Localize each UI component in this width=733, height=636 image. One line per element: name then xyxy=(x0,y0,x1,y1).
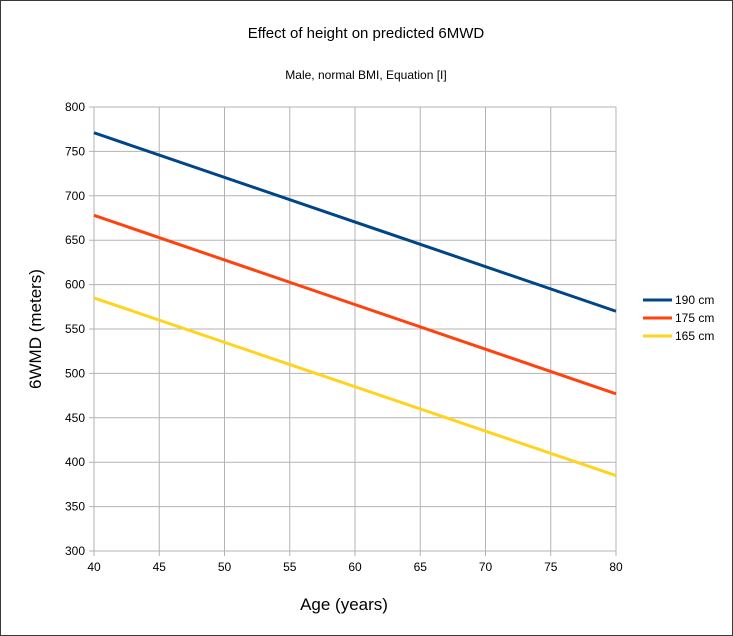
x-tick-label: 70 xyxy=(479,560,493,574)
y-axis-ticks: 300 350 400 450 500 550 600 650 700 750 800 xyxy=(65,100,85,558)
x-axis-ticks: 40 45 50 55 60 65 70 75 80 xyxy=(87,560,623,574)
x-tick-label: 65 xyxy=(414,560,428,574)
x-tick-label: 55 xyxy=(283,560,297,574)
y-tick-label: 550 xyxy=(65,322,85,336)
chart-title: Effect of height on predicted 6MWD xyxy=(248,25,485,42)
x-tick-label: 45 xyxy=(153,560,167,574)
y-tick-label: 700 xyxy=(65,189,85,203)
chart-subtitle: Male, normal BMI, Equation [I] xyxy=(285,68,446,82)
y-tick-label: 400 xyxy=(65,455,85,469)
series-line-175-cm xyxy=(93,213,617,396)
series-line-165-cm xyxy=(93,296,617,477)
x-tick-label: 80 xyxy=(609,560,623,574)
legend-label: 175 cm xyxy=(675,311,714,325)
y-tick-label: 500 xyxy=(65,366,85,380)
x-tick-label: 75 xyxy=(544,560,558,574)
series-lines xyxy=(93,131,617,477)
y-tick-label: 450 xyxy=(65,411,85,425)
grid-lines xyxy=(89,106,617,556)
y-tick-label: 750 xyxy=(65,144,85,158)
x-axis-title: Age (years) xyxy=(300,595,388,614)
y-tick-label: 650 xyxy=(65,233,85,247)
series-line-190-cm xyxy=(93,131,617,313)
x-tick-label: 60 xyxy=(348,560,362,574)
legend-label: 190 cm xyxy=(675,293,714,307)
x-tick-label: 50 xyxy=(218,560,232,574)
legend-label: 165 cm xyxy=(675,329,714,343)
y-axis-title: 6WMD (meters) xyxy=(26,269,45,389)
x-tick-label: 40 xyxy=(87,560,101,574)
y-tick-label: 350 xyxy=(65,500,85,514)
y-tick-label: 300 xyxy=(65,544,85,558)
legend: 190 cm 175 cm 165 cm xyxy=(643,293,714,343)
y-tick-label: 800 xyxy=(65,100,85,114)
y-tick-label: 600 xyxy=(65,278,85,292)
